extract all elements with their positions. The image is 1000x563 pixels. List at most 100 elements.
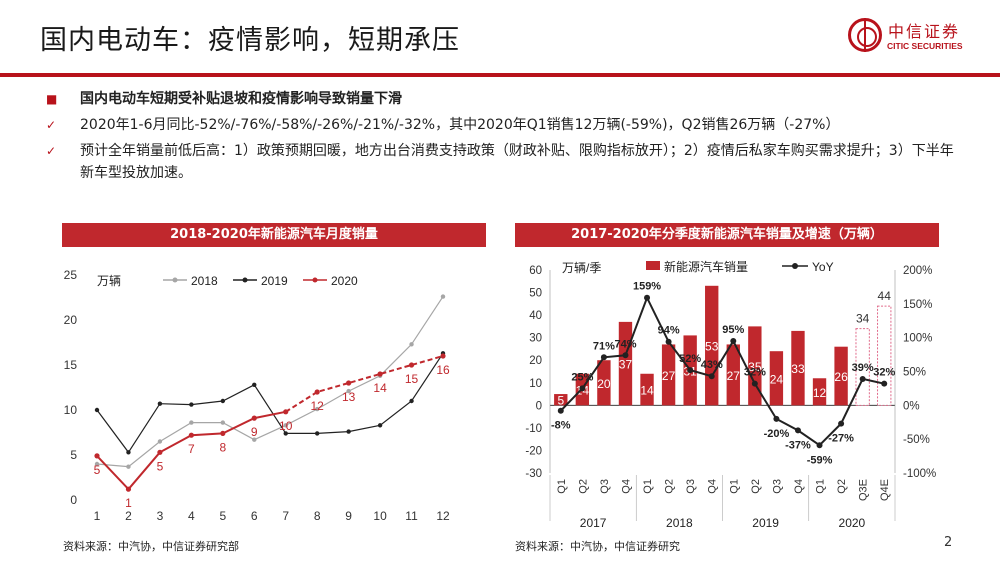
data-point-2020 (314, 389, 320, 395)
legend-label: 2019 (261, 274, 288, 288)
bar (640, 373, 654, 406)
page-number: 2 (944, 535, 953, 550)
bar-estimate (877, 305, 892, 406)
yoy-point (773, 415, 780, 422)
yoy-label: 74% (614, 338, 636, 350)
bullet-list: ■ 国内电动车短期受补贴退坡和疫情影响导致销量下滑 ✓ 2020年1-6月同比-… (46, 88, 966, 188)
data-label-2020: 1 (125, 496, 132, 510)
yoy-point (730, 338, 737, 345)
data-point-2020 (440, 353, 446, 359)
year-label: 2019 (752, 516, 779, 530)
yoy-point (579, 385, 586, 392)
brand-name-cn: 中信证券 (888, 22, 961, 41)
yoy-point (859, 375, 866, 382)
slide-title: 国内电动车：疫情影响，短期承压 (40, 25, 460, 56)
yoy-label: 95% (722, 324, 744, 336)
bar-value-label: 37 (619, 358, 633, 372)
yoy-point (708, 373, 715, 380)
check-bullet-icon: ✓ (46, 118, 57, 132)
data-label-2020: 16 (436, 363, 450, 377)
y-tick-label: 10 (529, 378, 542, 390)
data-point-2020 (251, 415, 257, 421)
y2-tick-label: -100% (903, 468, 936, 480)
bar-value-label: 20 (597, 377, 611, 391)
bar (748, 326, 762, 406)
series-line-2020-forecast (285, 355, 444, 413)
yoy-label: 39% (852, 362, 874, 374)
y2-tick-label: 0% (903, 400, 920, 412)
data-point-2019 (314, 431, 320, 436)
y-tick-label: -20 (525, 445, 542, 457)
brand-logo: 中信证券 CITIC SECURITIES (848, 16, 978, 62)
data-point-2018 (283, 423, 288, 428)
yoy-point (687, 367, 694, 374)
yoy-label: 94% (658, 325, 680, 337)
x-tick-label: Q2 (577, 479, 589, 494)
y-axis-unit: 万辆 (97, 274, 121, 288)
y-tick-label: 0 (536, 400, 542, 412)
data-label-2020: 8 (219, 440, 226, 454)
x-tick-label: 8 (314, 509, 321, 523)
x-tick-label: Q1 (728, 479, 740, 494)
x-tick-label: Q4 (793, 479, 805, 494)
y-tick-label: 0 (70, 493, 77, 507)
yoy-point (838, 420, 845, 427)
yoy-label: -37% (785, 439, 811, 451)
citic-seal-icon (848, 18, 882, 52)
data-point-2019 (377, 423, 383, 428)
y-tick-label: 15 (64, 358, 78, 372)
x-tick-label: 5 (219, 509, 226, 523)
brand-name-en: CITIC SECURITIES (887, 41, 963, 51)
x-tick-label: Q4 (707, 479, 719, 494)
data-point-2018 (220, 420, 226, 425)
x-tick-label: 11 (405, 509, 418, 523)
bar (618, 321, 633, 406)
yoy-point (557, 407, 564, 414)
yoy-point (794, 427, 801, 434)
legend-swatch-bar (646, 261, 660, 270)
bar-value-label: 12 (813, 386, 827, 400)
x-tick-label: Q1 (556, 479, 568, 494)
legend-swatch-marker (792, 263, 798, 269)
bar (554, 394, 568, 406)
yoy-point (622, 352, 629, 359)
data-point-2018 (409, 342, 414, 347)
y-tick-label: 20 (529, 355, 542, 367)
data-point-2018 (157, 439, 163, 444)
x-tick-label: Q1 (815, 479, 827, 494)
y-tick-label: 25 (64, 268, 78, 282)
data-label-2020: 12 (311, 399, 325, 413)
x-tick-label: Q3 (685, 479, 697, 494)
data-point-2020 (346, 380, 352, 386)
title-divider (0, 73, 1000, 77)
data-label-2020: 15 (405, 372, 419, 386)
yoy-label: 25% (571, 371, 593, 383)
y-tick-label: 50 (529, 288, 542, 300)
x-tick-label: 12 (436, 509, 450, 523)
bar-value-label: 27 (662, 369, 676, 383)
data-point-2019 (189, 402, 194, 407)
x-tick-label: 6 (251, 509, 258, 523)
yoy-point (665, 338, 672, 345)
bar-value-label: 34 (856, 312, 870, 326)
yoy-point (600, 354, 607, 361)
data-point-2018 (440, 294, 446, 299)
x-tick-label: Q3E (858, 479, 870, 501)
data-point-2019 (346, 429, 351, 434)
data-point-2019 (94, 407, 100, 413)
data-point-2020 (188, 432, 194, 438)
y-tick-label: -30 (525, 468, 542, 480)
data-point-2020 (125, 486, 132, 492)
bar-value-label: 24 (770, 372, 784, 386)
bar-value-label: 14 (640, 384, 654, 398)
x-tick-label: 4 (188, 509, 195, 523)
yoy-label: 52% (679, 353, 701, 365)
y2-tick-label: 200% (903, 265, 932, 277)
bar-value-label: 27 (727, 369, 741, 383)
x-tick-label: 9 (345, 509, 352, 523)
x-tick-label: Q1 (642, 479, 654, 494)
yoy-label: 43% (701, 359, 723, 371)
data-point-2018 (346, 388, 351, 394)
data-point-2020 (157, 449, 163, 455)
